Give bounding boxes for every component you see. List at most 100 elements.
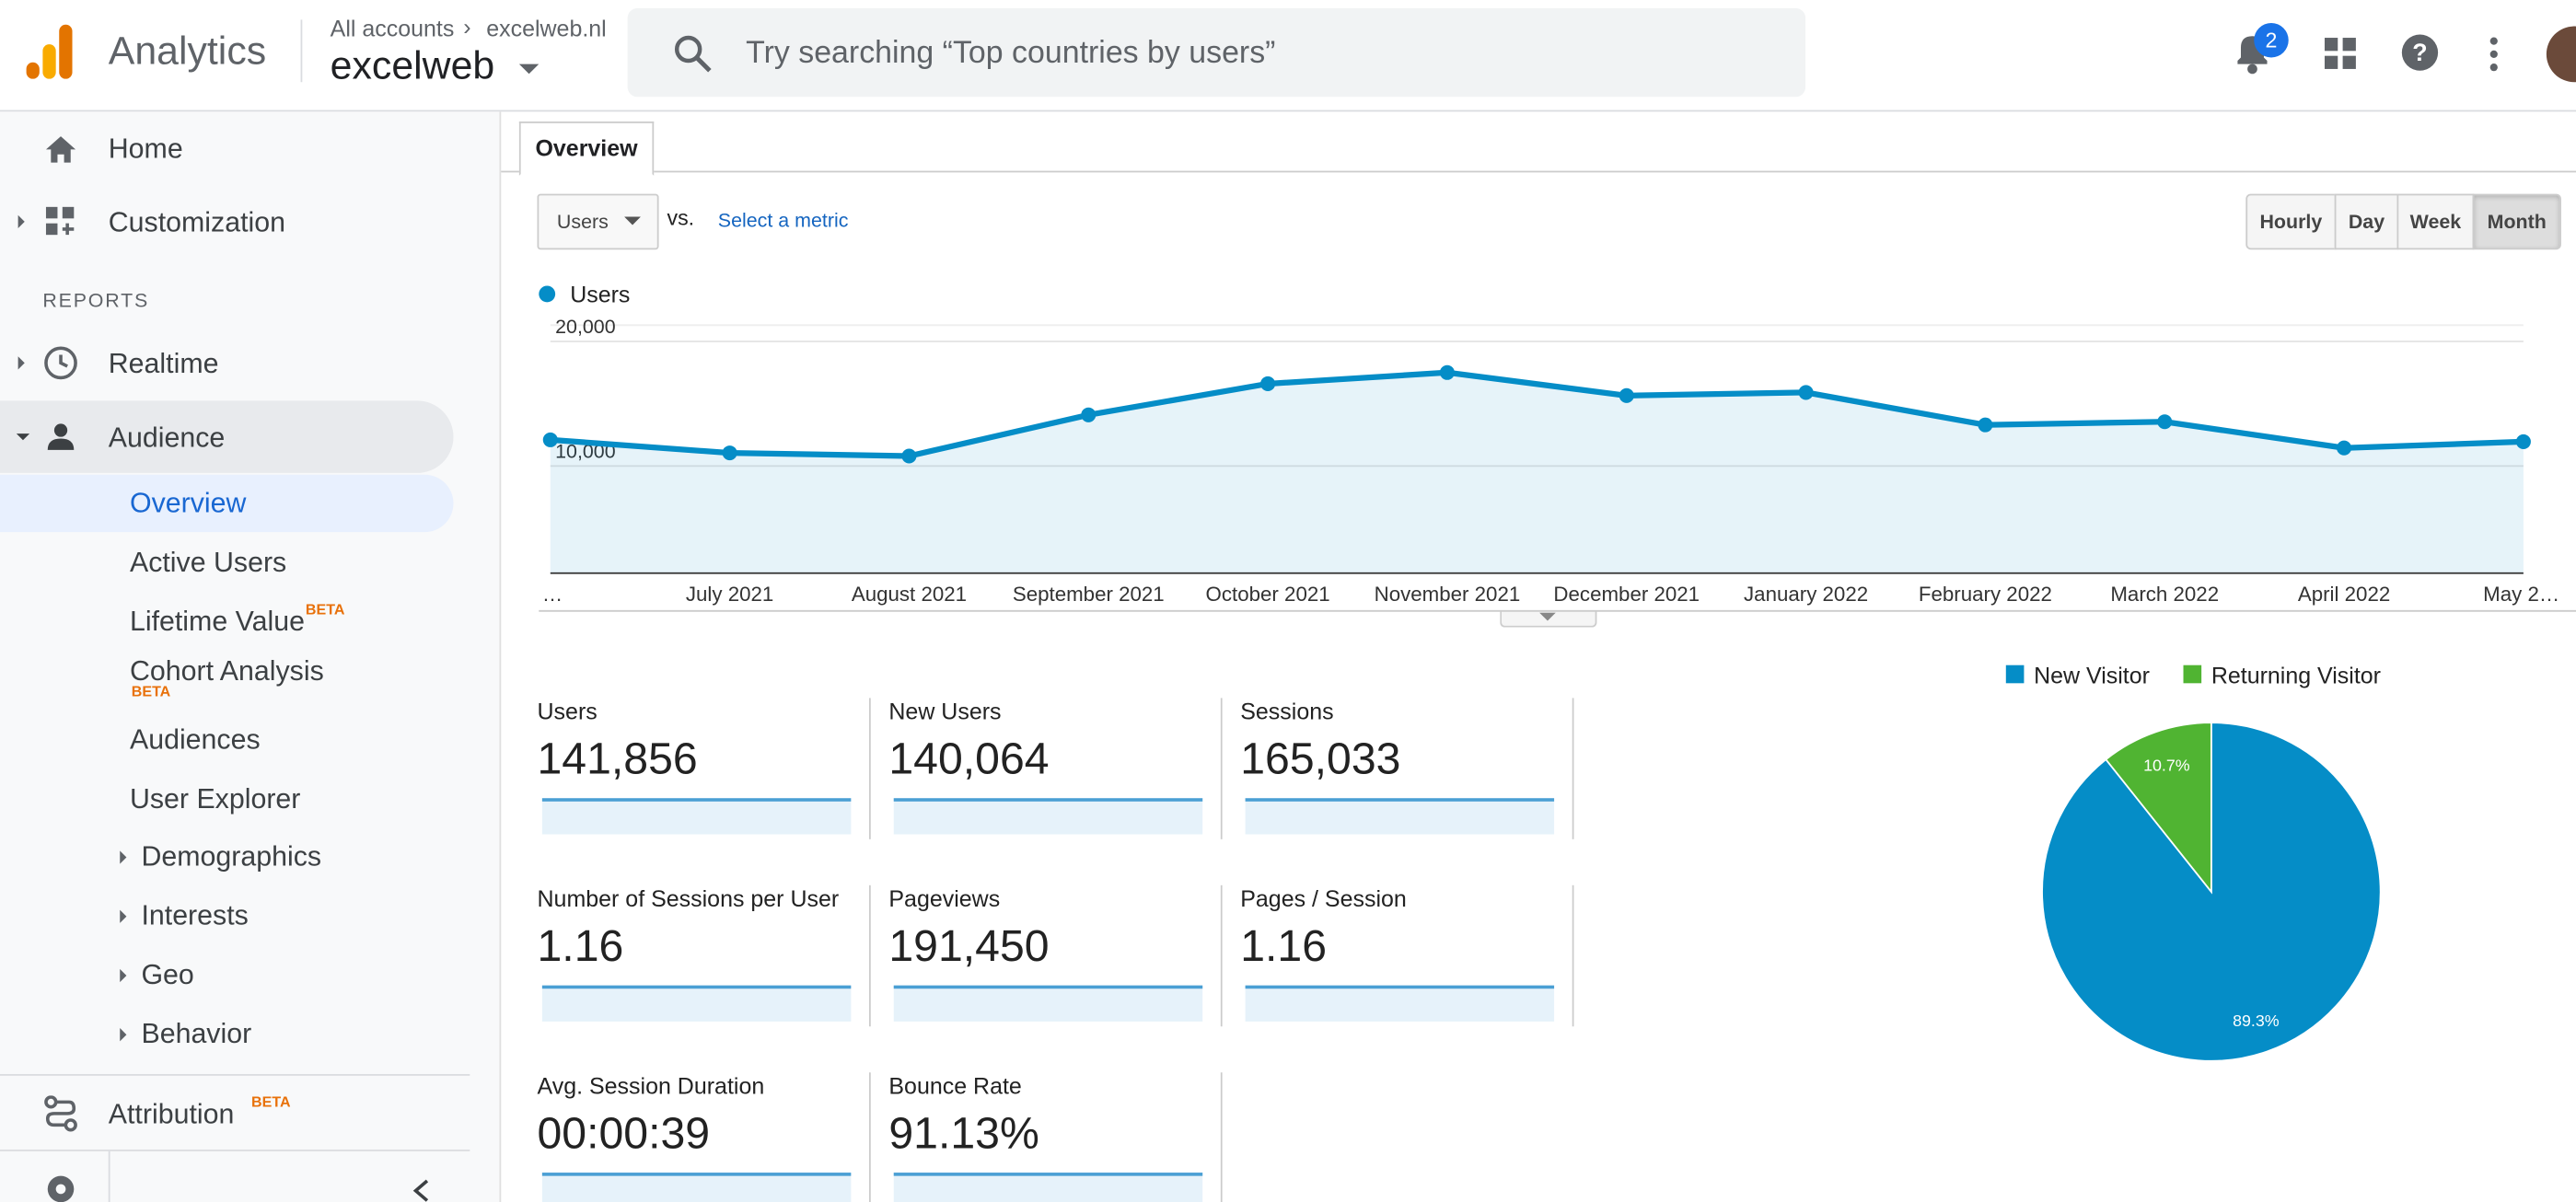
- logo: [26, 24, 73, 79]
- x-tick-label: March 2022: [2110, 583, 2219, 606]
- nav-audiences[interactable]: Audiences: [129, 723, 261, 756]
- breadcrumb-site[interactable]: excelweb.nl: [486, 15, 607, 41]
- data-point: [2157, 414, 2173, 430]
- metric-label: Number of Sessions per User: [537, 884, 840, 912]
- series-area: [550, 372, 2524, 573]
- search-placeholder: Try searching “Top countries by users”: [746, 36, 1276, 71]
- top-bar: Analytics All accounts › excelweb.nl exc…: [0, 0, 2576, 112]
- pie-slice: [2105, 722, 2212, 895]
- interval-button[interactable]: Hourly: [2245, 193, 2337, 250]
- metric-selector[interactable]: Users: [537, 193, 659, 250]
- apps-icon[interactable]: [2323, 36, 2359, 72]
- more-icon[interactable]: [2486, 34, 2502, 74]
- metric-divider: [1572, 698, 1574, 839]
- nav-geo[interactable]: Geo: [141, 959, 194, 991]
- property-selector[interactable]: excelweb: [330, 44, 495, 89]
- customization-icon: [45, 206, 75, 236]
- x-tick-label: November 2021: [1375, 583, 1521, 606]
- expand-arrow: [120, 968, 127, 983]
- nav-active-users[interactable]: Active Users: [129, 547, 287, 579]
- data-point: [722, 445, 737, 461]
- nav-audience[interactable]: Audience: [108, 422, 226, 454]
- beta-badge: BETA: [131, 683, 171, 700]
- tab-line: [501, 170, 2576, 173]
- sidebar: Home Customization REPORTS Realtime Audi…: [0, 111, 502, 1202]
- expand-arrow: [120, 909, 127, 923]
- legend-label: New Visitor: [2034, 663, 2150, 688]
- legend-label: Users: [570, 282, 630, 307]
- interval-button[interactable]: Day: [2334, 193, 2399, 250]
- metric-sparkline: [893, 798, 1203, 835]
- dropdown-arrow: [624, 216, 641, 225]
- audience-icon: [47, 423, 75, 450]
- nav-cohort-analysis[interactable]: Cohort Analysis: [129, 654, 324, 687]
- expand-arrow: [120, 1028, 127, 1042]
- nav-realtime[interactable]: Realtime: [108, 348, 219, 380]
- nav-attribution[interactable]: Attribution: [108, 1098, 235, 1130]
- nav-overview[interactable]: Overview: [129, 487, 247, 519]
- nav-customization[interactable]: Customization: [108, 206, 285, 238]
- x-tick-label: …: [542, 583, 563, 606]
- data-point: [1081, 407, 1097, 422]
- nav-demographics[interactable]: Demographics: [141, 840, 322, 873]
- search-icon: [674, 35, 712, 73]
- x-tick-label: December 2021: [1553, 583, 1700, 606]
- data-point: [1978, 417, 1993, 433]
- svg-text:?: ?: [2412, 39, 2427, 66]
- metric-value: 141,856: [537, 734, 698, 784]
- nav-home[interactable]: Home: [108, 133, 183, 165]
- breadcrumb-all[interactable]: All accounts: [330, 15, 455, 41]
- settings-icon[interactable]: [44, 1173, 77, 1202]
- x-tick-label: May 2…: [2483, 583, 2559, 606]
- x-tick-label: January 2022: [1744, 583, 1868, 606]
- nav-interests[interactable]: Interests: [141, 899, 249, 931]
- vs-label: vs.: [667, 205, 695, 230]
- metric-sparkline: [541, 1173, 852, 1202]
- audience-highlight: [0, 400, 454, 473]
- collapse-sidebar[interactable]: [411, 1177, 430, 1202]
- nav-lifetime-value[interactable]: Lifetime Value: [129, 606, 305, 638]
- metric-sparkline: [893, 985, 1203, 1022]
- metric-name: Users: [556, 210, 609, 234]
- metric-value: 1.16: [1240, 921, 1328, 971]
- dropdown-arrow: [518, 64, 540, 75]
- metric-label: Bounce Rate: [888, 1072, 1022, 1099]
- search-box[interactable]: Try searching “Top countries by users”: [627, 7, 1806, 98]
- data-point: [1260, 376, 1276, 391]
- metric-divider: [868, 1072, 871, 1202]
- metric-label: Pages / Session: [1240, 884, 1407, 912]
- tab-overview[interactable]: Overview: [518, 121, 655, 176]
- metric-value: 1.16: [537, 921, 624, 971]
- beta-badge: BETA: [251, 1093, 291, 1111]
- nav-user-explorer[interactable]: User Explorer: [129, 783, 301, 815]
- metric-divider: [1572, 884, 1574, 1027]
- select-metric-link[interactable]: Select a metric: [717, 208, 849, 232]
- metric-divider: [868, 698, 871, 839]
- interval-button[interactable]: Week: [2396, 193, 2475, 250]
- series-line: [550, 369, 2524, 459]
- help-icon[interactable]: ?: [2400, 33, 2443, 75]
- interval-button-active[interactable]: Month: [2472, 193, 2561, 250]
- metric-sparkline: [893, 1173, 1203, 1202]
- metric-value: 140,064: [888, 734, 1050, 784]
- app-name: Analytics: [108, 29, 267, 75]
- beta-badge: BETA: [305, 601, 345, 618]
- x-tick-label: April 2022: [2298, 583, 2390, 606]
- legend-marker: [539, 285, 556, 303]
- metric-sparkline: [1245, 985, 1555, 1022]
- expand-arrow: [17, 214, 25, 229]
- pie-label: 10.7%: [2143, 756, 2190, 774]
- x-tick-label: July 2021: [686, 583, 773, 606]
- x-tick-label: August 2021: [852, 583, 967, 606]
- separator: [0, 1074, 470, 1076]
- metric-sparkline: [1245, 798, 1555, 835]
- pie-slice: [2041, 722, 2382, 1062]
- expand-arrow: [120, 850, 127, 864]
- nav-behavior[interactable]: Behavior: [141, 1018, 252, 1050]
- chart-resize-handle[interactable]: [1500, 610, 1597, 628]
- metric-sparkline: [541, 798, 852, 835]
- separator: [300, 19, 303, 83]
